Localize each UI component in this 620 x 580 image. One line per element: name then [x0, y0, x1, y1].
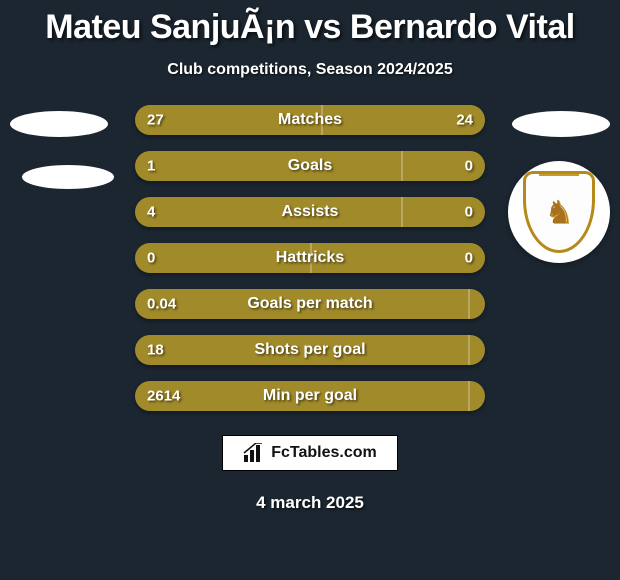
left-player-badge-1	[10, 111, 108, 137]
stat-bar-track	[135, 289, 485, 319]
chart-area: ♞ Matches2724 Goals10 Assists40 Hattricks00…	[0, 105, 620, 411]
stat-bar-divider	[310, 243, 312, 273]
stat-bar-right-fill	[401, 151, 485, 181]
stat-row: Hattricks00	[135, 243, 485, 273]
stat-bar-right-fill	[468, 289, 486, 319]
stat-bar-track	[135, 151, 485, 181]
stat-row: Matches2724	[135, 105, 485, 135]
stat-bar-divider	[468, 289, 470, 319]
chart-icon	[243, 443, 265, 463]
crest-crown	[539, 171, 579, 176]
stat-bar-right-fill	[468, 381, 486, 411]
stat-row: Assists40	[135, 197, 485, 227]
stat-bar-divider	[468, 381, 470, 411]
stat-bar-right-fill	[401, 197, 485, 227]
stat-bar-divider	[401, 151, 403, 181]
stat-bar-track	[135, 105, 485, 135]
footer-brand-text: FcTables.com	[271, 444, 377, 462]
stat-bars: Matches2724 Goals10 Assists40 Hattricks00 Go…	[135, 105, 485, 411]
stat-bar-left-fill	[135, 197, 401, 227]
stat-bar-left-fill	[135, 243, 310, 273]
stat-bar-left-fill	[135, 105, 321, 135]
left-player-badge-2	[22, 165, 114, 189]
subtitle: Club competitions, Season 2024/2025	[167, 61, 452, 79]
stat-bar-left-fill	[135, 381, 468, 411]
right-player-badge-1	[512, 111, 610, 137]
stat-row: Min per goal2614	[135, 381, 485, 411]
stat-bar-track	[135, 335, 485, 365]
right-player-club-crest: ♞	[508, 161, 610, 263]
stat-bar-divider	[321, 105, 323, 135]
footer-brand-box: FcTables.com	[222, 435, 398, 471]
stat-bar-right-fill	[468, 335, 486, 365]
club-crest: ♞	[523, 171, 595, 253]
stat-row: Goals per match0.04	[135, 289, 485, 319]
stat-bar-left-fill	[135, 151, 401, 181]
stat-row: Shots per goal18	[135, 335, 485, 365]
stat-bar-track	[135, 243, 485, 273]
stat-bar-track	[135, 381, 485, 411]
stat-bar-divider	[468, 335, 470, 365]
stat-bar-right-fill	[310, 243, 485, 273]
stat-bar-divider	[401, 197, 403, 227]
date-text: 4 march 2025	[256, 493, 364, 513]
stat-bar-left-fill	[135, 335, 468, 365]
stat-bar-track	[135, 197, 485, 227]
page-title: Mateu SanjuÃ¡n vs Bernardo Vital	[45, 8, 574, 47]
crest-lion-icon: ♞	[545, 193, 574, 231]
stat-bar-right-fill	[321, 105, 486, 135]
comparison-card: Mateu SanjuÃ¡n vs Bernardo Vital Club co…	[0, 0, 620, 580]
stat-row: Goals10	[135, 151, 485, 181]
stat-bar-left-fill	[135, 289, 468, 319]
